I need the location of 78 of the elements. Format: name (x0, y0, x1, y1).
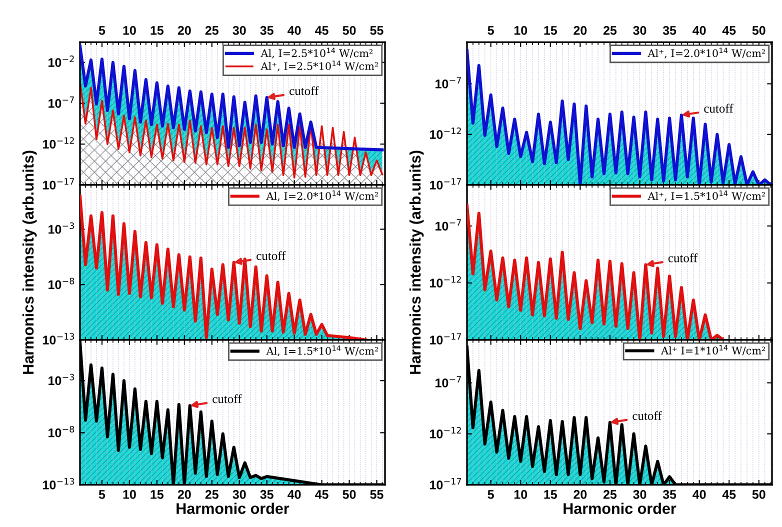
y-tick-label: 10$^{−17}$ (43, 178, 74, 190)
x-tick-label: 40 (288, 26, 301, 35)
x-axis-title: Harmonic order (176, 502, 290, 514)
legend-label: Al, I=2.0*10$^{14}$ W/cm² (266, 190, 378, 202)
x-tick-label: 15 (544, 26, 558, 35)
y-axis-title: Harmonics intensity (arb.units) (409, 150, 424, 374)
y-tick-label: 10$^{−12}$ (430, 276, 461, 288)
x-tick-label: 15 (150, 490, 164, 499)
y-tick-label: 10$^{−3}$ (48, 374, 74, 386)
legend-label: Al⁺, I=2.5*10$^{14}$ W/cm² (260, 60, 378, 72)
x-tick-label: 20 (178, 490, 191, 499)
x-tick-label: 35 (260, 26, 274, 35)
y-axis-title: Harmonics intensity (arb.units) (22, 150, 37, 374)
x-tick-label: 25 (603, 26, 617, 35)
x-tick-label: 35 (662, 26, 676, 35)
legend-label: Al⁺, I=1.5*10$^{14}$ W/cm² (648, 190, 765, 202)
y-tick-label: 10$^{−7}$ (436, 376, 461, 388)
x-tick-label: 45 (722, 26, 736, 35)
x-tick-label: 45 (315, 26, 328, 35)
x-tick-label: 5 (488, 490, 494, 499)
x-tick-label: 15 (544, 490, 558, 499)
x-tick-label: 55 (370, 490, 384, 499)
y-tick-label: 10$^{−8}$ (48, 426, 74, 438)
y-tick-label: 10$^{−17}$ (430, 478, 462, 490)
x-tick-label: 50 (752, 26, 766, 35)
x-tick-label: 45 (722, 490, 736, 499)
x-tick-label: 20 (574, 490, 587, 499)
y-tick-label: 10$^{−3}$ (48, 222, 74, 234)
annotation: cutoff (290, 86, 319, 96)
x-axis-title: Harmonic order (564, 502, 676, 514)
x-tick-label: 55 (370, 26, 384, 35)
x-tick-label: 30 (232, 490, 246, 499)
y-tick-label: 10$^{−13}$ (43, 333, 74, 344)
x-tick-label: 5 (98, 26, 106, 35)
legend-label: Al⁺ I=1*10$^{14}$ W/cm² (661, 345, 766, 356)
x-tick-label: 50 (752, 490, 766, 499)
y-tick-label: 10$^{−2}$ (48, 56, 74, 67)
annotation: cutoff (704, 104, 734, 113)
annotation: cutoff (256, 251, 286, 260)
x-tick-label: 25 (205, 490, 218, 499)
x-tick-label: 30 (232, 26, 246, 35)
x-tick-label: 40 (692, 490, 706, 499)
x-tick-label: 10 (514, 26, 528, 35)
x-tick-label: 20 (178, 26, 191, 35)
x-tick-label: 40 (692, 26, 706, 35)
annotation: cutoff (668, 253, 698, 262)
x-tick-label: 20 (574, 26, 587, 35)
y-tick-label: 10$^{−12}$ (43, 137, 74, 149)
x-tick-label: 30 (633, 490, 646, 499)
x-tick-label: 50 (342, 490, 356, 499)
x-tick-label: 50 (342, 26, 356, 35)
legend-label: Al, I=2.5*10$^{14}$ W/cm² (260, 48, 372, 58)
y-tick-label: 10$^{−12}$ (430, 128, 461, 139)
x-tick-label: 10 (123, 26, 136, 35)
x-tick-label: 5 (488, 26, 494, 35)
y-tick-label: 10$^{−13}$ (43, 478, 74, 490)
x-tick-label: 25 (205, 26, 218, 35)
x-tick-label: 35 (260, 490, 274, 499)
legend-label: Al⁺, I=2.0*10$^{14}$ W/cm² (648, 48, 765, 58)
y-tick-label: 10$^{−7}$ (436, 77, 461, 88)
x-tick-label: 45 (315, 490, 328, 499)
x-tick-label: 25 (603, 490, 617, 499)
x-tick-label: 35 (662, 490, 676, 499)
y-tick-label: 10$^{−17}$ (430, 333, 462, 344)
x-tick-label: 10 (514, 490, 528, 499)
y-tick-label: 10$^{−12}$ (430, 426, 461, 438)
annotation: cutoff (632, 411, 662, 420)
y-tick-label: 10$^{−7}$ (436, 219, 461, 231)
x-tick-label: 30 (633, 26, 646, 35)
x-tick-label: 10 (123, 490, 136, 499)
x-tick-label: 40 (288, 490, 301, 499)
y-tick-label: 10$^{−7}$ (48, 96, 74, 108)
x-tick-label: 15 (150, 26, 164, 35)
legend-label: Al, I=1.5*10$^{14}$ W/cm² (266, 345, 378, 356)
y-tick-label: 10$^{−17}$ (430, 178, 462, 190)
annotation: cutoff (212, 394, 242, 404)
x-tick-label: 5 (98, 490, 106, 499)
y-tick-label: 10$^{−8}$ (48, 278, 74, 290)
